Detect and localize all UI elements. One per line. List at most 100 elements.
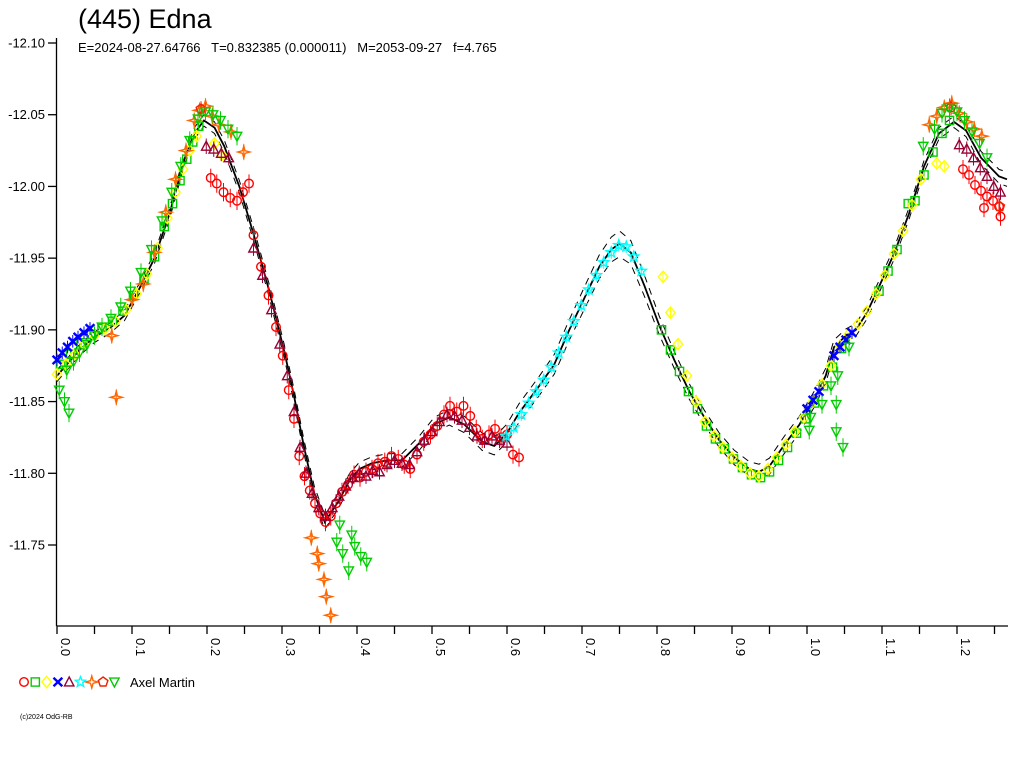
bowtie-marker [807,395,819,406]
legend-symbol-pentagon [97,676,109,687]
y-tick-label: -11.90 [9,322,45,337]
diamond-marker [699,414,711,429]
triangle-down-marker [207,110,219,122]
triangle-up-marker [501,436,513,448]
triangle-down-marker [199,107,212,119]
star4-marker [317,587,336,606]
circle-marker [18,676,30,688]
series-star5 [499,237,649,443]
triangle-up-marker [403,458,416,470]
star4-marker [123,291,141,309]
star5-marker [514,407,529,421]
triangle-down-marker [951,107,963,119]
circle-marker [205,172,216,183]
triangle-down-marker [843,342,855,354]
triangle-up-marker [294,440,306,453]
star4-marker [103,326,121,345]
pentagon-marker [97,676,109,687]
star4-marker [83,674,101,690]
circle-marker [979,202,990,213]
triangle-up-marker [366,463,379,476]
x-tick-label: 0.4 [358,638,373,656]
legend-symbol-triangle-up [63,675,76,687]
diamond-marker [177,162,189,176]
x-tick-label: 0.5 [433,638,448,656]
circle-marker [379,456,390,467]
triangle-down-marker [342,566,355,578]
star4-marker [950,104,968,123]
square-marker [937,128,947,139]
legend-symbol-square [30,677,41,687]
star4-marker [973,127,991,145]
star5-marker [596,255,611,269]
copyright-watermark: (c)2024 OdG-RB [20,714,73,721]
circle-marker [514,452,525,463]
circle-marker [508,449,519,460]
triangle-down-marker [803,425,816,437]
square-marker [656,325,667,335]
fit-envelope-lower [56,125,1008,531]
y-tick-label: -11.85 [9,394,45,409]
triangle-down-marker [360,557,373,569]
series-star4 [103,94,991,625]
star4-marker [185,111,204,130]
triangle-down-marker [105,313,117,325]
triangle-down-marker [114,302,127,314]
x-tick-label: 0.0 [58,638,73,656]
triangle-down-marker [165,187,178,199]
triangle-up-marker [326,501,339,513]
fit-curve [56,119,1008,525]
star4-marker [322,606,340,625]
diamond-marker [708,429,720,443]
star4-marker [166,170,185,188]
axes [55,38,1008,627]
circle-marker [248,230,259,241]
y-tick-label: -12.10 [8,36,45,51]
diamond-marker [51,367,63,382]
triangle-up-marker [215,146,228,159]
diamond-marker [726,450,738,465]
circle-marker [988,195,999,206]
circle-marker [349,469,360,480]
diamond-marker [879,268,891,283]
legend-symbol-star5 [73,674,88,688]
triangle-down-marker [145,244,158,257]
bowtie-marker [52,676,64,688]
triangle-down-marker [58,396,71,409]
legend-symbol-triangle-down [108,677,121,689]
star4-marker [177,141,195,160]
star4-marker [308,544,326,563]
x-ticks: 0.0 0.1 0.2 0.3 0.4 0.5 0.6 0.7 0.8 0.9 1.0 1.1 1.2 [56,626,996,656]
star5-marker [589,268,604,282]
bowtie-marker [51,354,63,366]
diamond-marker [735,459,747,473]
triangle-down-marker [354,551,367,563]
diamond-marker [40,675,53,689]
circle-marker [304,485,315,496]
triangle-down-marker [108,677,121,689]
triangle-down-marker [816,399,828,411]
triangle-up-marker [353,466,366,478]
fit [56,114,1008,531]
triangle-down-marker [917,141,930,153]
star5-marker [619,239,634,253]
pentagon-marker [945,101,957,113]
bowtie-marker [828,350,840,361]
series-bowtie [51,322,858,416]
circle-marker [225,192,236,203]
triangle-up-marker [265,303,278,315]
triangle-up-marker [960,142,973,154]
triangle-up-marker [200,139,213,151]
triangle-down-marker [804,412,817,424]
triangle-up-marker [463,420,476,432]
x-tick-label: 0.8 [658,638,673,656]
bowtie-marker [813,386,825,397]
triangle-down-marker [192,114,204,126]
square-marker [683,386,694,397]
star5-marker [611,237,626,252]
star5-marker [559,329,574,344]
ephemeris-subtitle: E=2024-08-27.64766 T=0.832385 (0.000011)… [78,40,497,55]
triangle-down-marker [336,549,349,561]
triangle-up-marker [411,445,423,457]
triangle-up-marker [312,501,325,513]
